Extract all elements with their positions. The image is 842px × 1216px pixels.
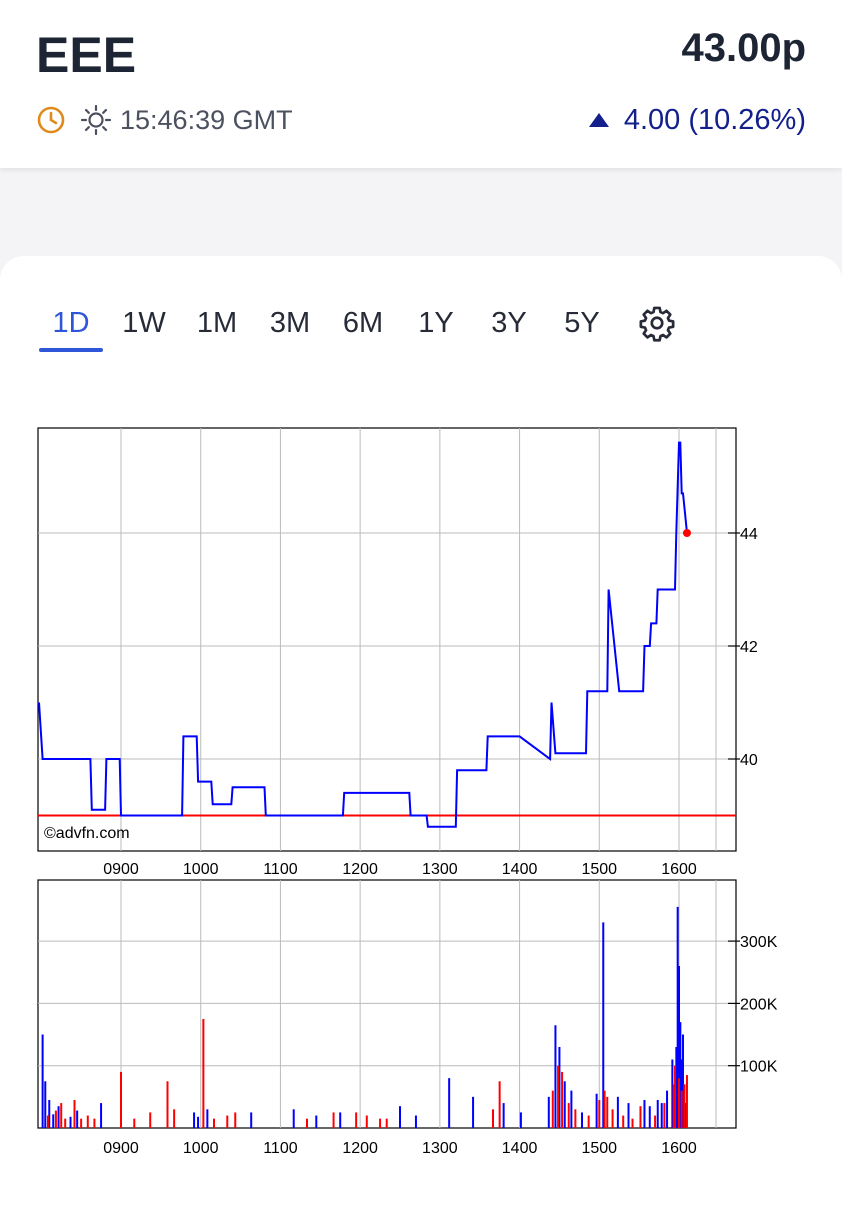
tab-1y[interactable]: 1Y bbox=[418, 307, 454, 339]
price-x-tick-label: 1200 bbox=[342, 861, 378, 878]
last-price-marker bbox=[682, 529, 691, 537]
volume-x-tick-label: 1000 bbox=[183, 1140, 219, 1157]
period-tabs: 1D 1W 1M 3M 6M 1Y 3Y 5Y bbox=[0, 298, 842, 358]
volume-plot-frame bbox=[37, 879, 737, 1129]
volume-x-tick-label: 0900 bbox=[103, 1140, 139, 1157]
last-price: 43.00p bbox=[681, 26, 806, 70]
price-x-tick-label: 1300 bbox=[422, 861, 458, 878]
volume-x-ticks: 0900 1000 1100 1200 1300 1400 1500 1600 bbox=[103, 1140, 697, 1157]
volume-y-tick-label: 100K bbox=[740, 1059, 778, 1076]
price-x-tick-label: 1600 bbox=[661, 861, 697, 878]
price-change: 4.00 (10.26%) bbox=[623, 103, 806, 136]
price-plot-frame bbox=[37, 427, 737, 852]
up-triangle-icon bbox=[588, 112, 624, 128]
price-y-tick-label: 44 bbox=[740, 526, 758, 543]
volume-x-tick-label: 1600 bbox=[661, 1140, 697, 1157]
price-y-ticks: 40 42 44 bbox=[728, 526, 758, 769]
volume-y-tick-label: 300K bbox=[740, 934, 778, 951]
gear-icon[interactable] bbox=[638, 304, 676, 347]
price-x-tick-label: 1400 bbox=[502, 861, 538, 878]
price-line bbox=[38, 441, 688, 828]
tab-3y[interactable]: 3Y bbox=[491, 307, 527, 339]
price-y-tick-label: 40 bbox=[740, 752, 758, 769]
price-change-row: 4.00 (10.26%) bbox=[588, 100, 806, 140]
clock-icon bbox=[36, 105, 66, 135]
active-tab-indicator bbox=[39, 348, 103, 352]
quote-header: EEE 43.00p 15:46:39 GMT 4.0 bbox=[0, 0, 842, 168]
tab-1m[interactable]: 1M bbox=[196, 307, 238, 339]
tab-1d[interactable]: 1D bbox=[52, 307, 90, 339]
price-grid bbox=[38, 428, 736, 851]
volume-x-tick-label: 1500 bbox=[581, 1140, 617, 1157]
price-x-tick-label: 1100 bbox=[263, 861, 298, 878]
volume-x-tick-label: 1200 bbox=[342, 1140, 378, 1157]
volume-x-tick-label: 1300 bbox=[422, 1140, 458, 1157]
ticker-symbol: EEE bbox=[36, 27, 137, 83]
price-line-group bbox=[38, 441, 691, 828]
market-time-row: 15:46:39 GMT bbox=[36, 100, 293, 140]
volume-x-tick-label: 1400 bbox=[502, 1140, 538, 1157]
price-y-tick-label: 42 bbox=[740, 639, 758, 656]
tab-1w[interactable]: 1W bbox=[122, 307, 166, 339]
tab-3m[interactable]: 3M bbox=[269, 307, 311, 339]
price-x-tick-label: 1000 bbox=[183, 861, 219, 878]
sun-icon bbox=[80, 104, 112, 136]
price-x-tick-label: 1500 bbox=[581, 861, 617, 878]
volume-y-ticks: 100K 200K 300K bbox=[728, 934, 778, 1076]
price-x-ticks: 0900 1000 1100 1200 1300 1400 1500 1600 bbox=[103, 861, 697, 878]
tab-6m[interactable]: 6M bbox=[342, 307, 384, 339]
tab-5y[interactable]: 5Y bbox=[564, 307, 600, 339]
volume-bars bbox=[41, 906, 688, 1128]
price-x-tick-label: 0900 bbox=[103, 861, 139, 878]
volume-x-tick-label: 1100 bbox=[263, 1140, 298, 1157]
price-watermark: ©advfn.com bbox=[44, 825, 130, 842]
volume-y-tick-label: 200K bbox=[740, 996, 778, 1013]
market-time: 15:46:39 GMT bbox=[120, 104, 293, 135]
